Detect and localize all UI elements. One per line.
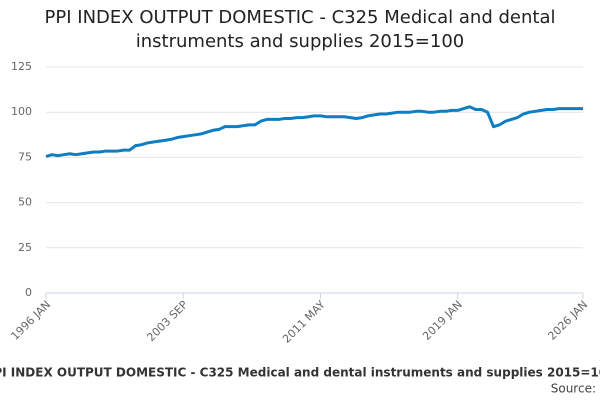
x-tick-label: 2026 JAN [545,298,590,343]
data-line [45,105,583,158]
x-tick-label: 2011 MAY [280,298,328,346]
x-tick-label: 2003 SEP [144,298,190,344]
y-tick-label: 0 [25,286,32,299]
source: Source: [551,382,596,396]
chart-title: PPI INDEX OUTPUT DOMESTIC - C325 Medical… [44,7,556,52]
caption: PPI INDEX OUTPUT DOMESTIC - C325 Medical… [0,366,600,380]
y-tick-label: 50 [18,196,32,209]
x-tick-label: 2019 JAN [420,298,465,343]
y-tick-label: 25 [18,241,32,254]
y-tick-label: 75 [18,150,32,163]
x-tick-label: 1996 JAN [8,298,53,343]
y-tick-label: 125 [11,60,32,73]
y-tick-label: 100 [11,105,32,118]
